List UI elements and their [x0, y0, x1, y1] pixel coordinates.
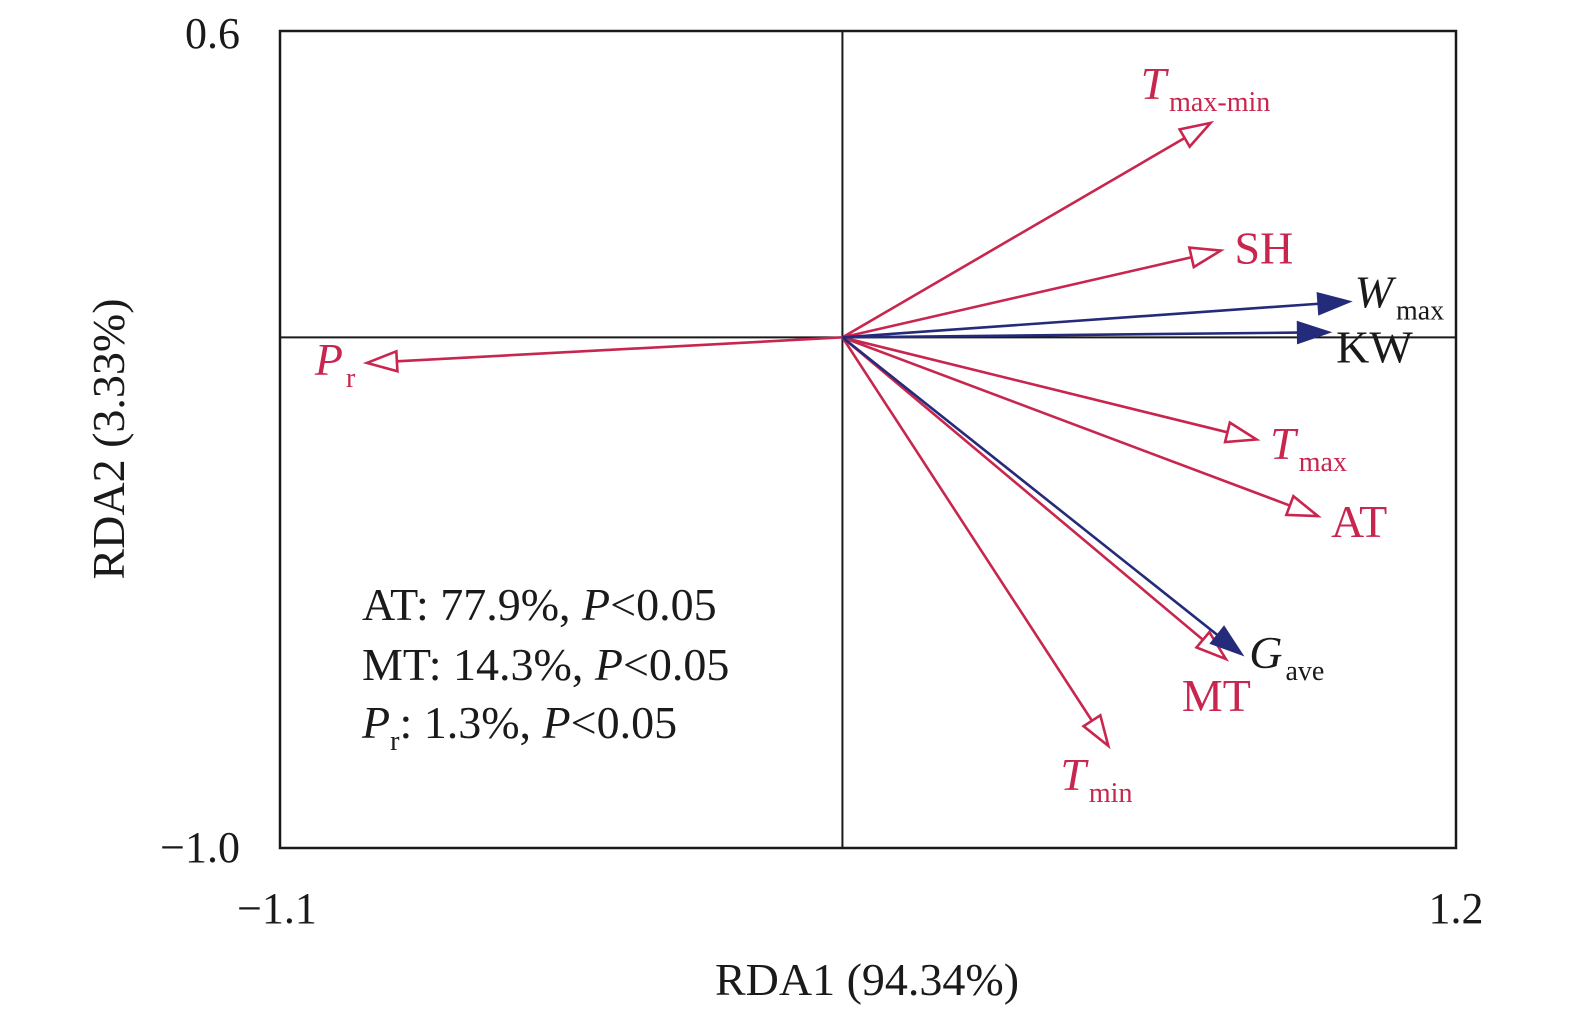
- label-base: T: [1141, 58, 1170, 109]
- plot-frame: [278, 29, 1458, 850]
- explanatory-label-mt: MT: [1182, 670, 1251, 721]
- annotation-line: Pr: 1.3%, P<0.05: [361, 697, 677, 757]
- x-tick-max: 1.2: [1429, 884, 1484, 933]
- response-arrowhead-g-ave: [1209, 625, 1245, 657]
- label-subscript: r: [346, 363, 356, 394]
- label-base: MT: [1182, 670, 1251, 721]
- explanatory-label-sh: SH: [1234, 222, 1293, 273]
- label-base: AT: [1331, 496, 1387, 547]
- label-base: T: [1270, 418, 1299, 469]
- response-vector-w-max: [842, 302, 1319, 339]
- label-base: KW: [1336, 321, 1413, 372]
- explanatory-label-at: AT: [1331, 496, 1387, 547]
- annotation-p-label: P: [594, 639, 623, 690]
- annotation-p-value: <0.05: [610, 579, 716, 630]
- annotation-line: AT: 77.9%, P<0.05: [362, 579, 717, 630]
- explanatory-arrowhead-p-r: [362, 349, 399, 374]
- annotation-p-value: <0.05: [623, 639, 729, 690]
- explanatory-arrowhead-t-max-min: [1177, 120, 1215, 149]
- label-base: W: [1355, 267, 1397, 318]
- explanatory-vector-t-min: [841, 336, 1094, 722]
- annotation-variable: AT: [362, 579, 418, 630]
- label-base: P: [314, 334, 343, 385]
- response-arrowhead-w-max: [1316, 292, 1353, 316]
- annotation-text: : 14.3%,: [429, 639, 595, 690]
- annotation-subscript: r: [390, 726, 400, 757]
- label-subscript: max: [1396, 296, 1444, 327]
- label-subscript: max: [1299, 447, 1347, 478]
- y-tick-min: −1.0: [160, 823, 240, 872]
- explanatory-vector-at: [841, 336, 1291, 507]
- annotation-p-label: P: [542, 697, 571, 748]
- label-base: T: [1060, 749, 1089, 800]
- annotation-variable: P: [361, 697, 390, 748]
- annotation-line: MT: 14.3%, P<0.05: [362, 639, 729, 690]
- explanatory-arrowhead-t-max: [1223, 420, 1261, 444]
- y-tick-max: 0.6: [185, 9, 240, 58]
- annotation-text: : 77.9%,: [416, 579, 582, 630]
- annotation-variable: MT: [362, 639, 431, 690]
- explanatory-vector-t-max: [842, 336, 1228, 434]
- explanatory-arrowhead-at: [1284, 494, 1322, 518]
- response-vector-g-ave: [841, 336, 1219, 637]
- explanatory-arrowhead-sh: [1187, 246, 1225, 270]
- explanatory-vector-t-max-min: [841, 136, 1186, 339]
- annotation-p-label: P: [581, 579, 610, 630]
- x-axis-title: RDA1 (94.34%): [715, 954, 1019, 1005]
- label-subscript: max-min: [1169, 87, 1270, 118]
- response-arrowhead-kw: [1296, 320, 1333, 345]
- explanatory-vector-sh: [842, 256, 1192, 339]
- label-base: SH: [1234, 222, 1293, 273]
- y-axis-title: RDA2 (3.33%): [83, 298, 134, 579]
- response-label-kw: KW: [1336, 321, 1413, 372]
- explanatory-arrowhead-t-min: [1081, 713, 1111, 750]
- label-subscript: min: [1089, 778, 1133, 809]
- label-subscript: ave: [1285, 656, 1324, 687]
- annotation-p-value: <0.05: [571, 697, 677, 748]
- annotation-text: : 1.3%,: [399, 697, 542, 748]
- response-vector-kw: [842, 331, 1299, 339]
- label-base: G: [1249, 627, 1282, 678]
- variance-annotation: AT: 77.9%, P<0.05 MT: 14.3%, P<0.05 Pr: …: [361, 579, 729, 757]
- explanatory-vector-mt: [841, 336, 1204, 641]
- x-tick-min: −1.1: [237, 884, 317, 933]
- explanatory-vector-p-r: [396, 336, 843, 363]
